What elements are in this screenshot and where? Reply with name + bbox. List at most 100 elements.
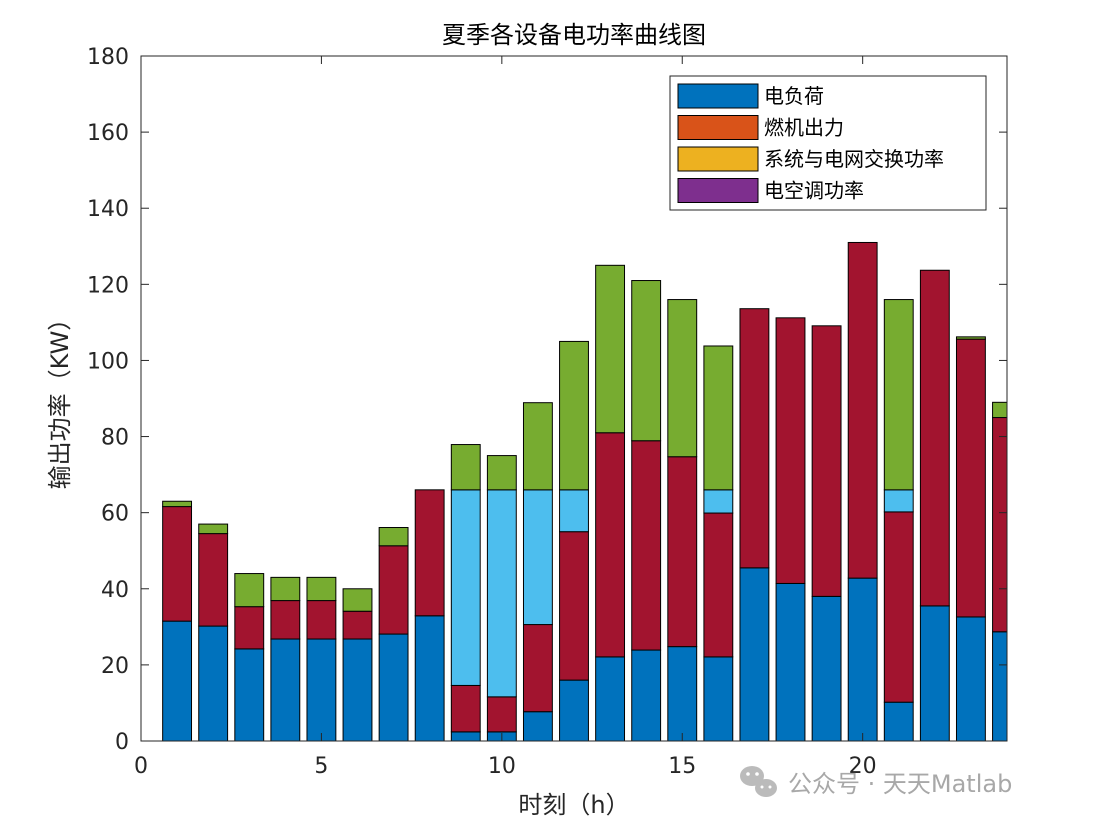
bar-segment-s2-x8 (414, 489, 445, 617)
y-tick-label: 20 (101, 654, 129, 679)
bar-segment-s2-x7 (378, 545, 409, 635)
ticks-layer: 0 20 40 60 80 100 120 140 160 180 0 5 10 15 20 (87, 45, 1007, 779)
bar-segment-s1-x3 (234, 648, 265, 742)
bar-segment-s2-x19 (811, 325, 842, 597)
bar-segment-s1-x20 (847, 577, 878, 742)
bar-segment-s1-x4 (270, 638, 301, 742)
bar-segment-s4-x11 (522, 402, 553, 491)
bar-segment-s1-x23 (955, 616, 986, 742)
bars-layer (162, 241, 1008, 742)
chart-title: 夏季各设备电功率曲线图 (442, 21, 706, 49)
bar-segment-s3-x10 (486, 489, 517, 698)
y-tick-label: 160 (87, 121, 129, 146)
bar-segment-s1-x13 (595, 656, 626, 742)
bar-segment-s2-x24 (992, 417, 1008, 633)
axes-box (140, 55, 1008, 742)
bar-segment-s1-x12 (559, 679, 589, 742)
legend-swatch (677, 115, 759, 140)
bar-segment-s2-x10 (486, 696, 517, 733)
x-tick-label: 20 (849, 754, 877, 779)
bar-segment-s1-x21 (883, 701, 914, 742)
bar-segment-s2-x9 (450, 684, 481, 733)
bar-segment-s3-x9 (450, 489, 481, 686)
bar-segment-s1-x18 (775, 582, 806, 742)
legend-swatch (677, 146, 759, 172)
x-tick-label: 0 (134, 754, 148, 779)
legend-label: 燃机出力 (764, 116, 844, 140)
y-tick-label: 100 (87, 349, 129, 374)
bar-segment-s4-x5 (306, 576, 337, 602)
bar-segment-s3-x11 (522, 489, 553, 626)
bar-segment-s4-x12 (559, 340, 589, 491)
bar-segment-s1-x1 (162, 620, 193, 742)
bar-segment-s4-x6 (342, 588, 373, 612)
bar-segment-s2-x15 (667, 456, 698, 648)
bar-segment-s4-x23 (955, 336, 986, 340)
bar-segment-s3-x12 (559, 489, 589, 533)
bar-segment-s4-x16 (703, 345, 734, 491)
legend-label: 电空调功率 (764, 179, 864, 203)
bar-segment-s1-x14 (631, 649, 662, 742)
bar-segment-s1-x8 (414, 615, 445, 742)
bar-segment-s2-x11 (522, 624, 553, 713)
watermark-text: 公众号 · 天天Matlab (788, 770, 1012, 798)
bar-segment-s4-x9 (450, 444, 481, 491)
bar-segment-s2-x13 (595, 432, 626, 658)
bar-segment-s4-x15 (667, 299, 698, 458)
bar-segment-s1-x17 (739, 567, 770, 742)
bar-segment-s4-x10 (486, 455, 517, 491)
bar-segment-s2-x20 (847, 241, 878, 579)
bar-segment-s2-x6 (342, 610, 373, 640)
bar-segment-s4-x1 (162, 500, 193, 508)
bar-segment-s2-x16 (703, 512, 734, 658)
wechat-icon (740, 766, 777, 797)
bar-segment-s1-x5 (306, 638, 337, 742)
bar-segment-s2-x2 (198, 533, 229, 627)
bar-segment-s2-x21 (883, 511, 914, 703)
bar-segment-s2-x17 (739, 308, 770, 569)
bar-segment-s1-x7 (378, 633, 409, 742)
bar-segment-s2-x14 (631, 440, 662, 651)
bar-segment-s4-x21 (883, 299, 914, 491)
bar-segment-s2-x23 (955, 338, 986, 618)
bar-segment-s1-x6 (342, 638, 373, 742)
bar-segment-s4-x3 (234, 573, 265, 608)
legend-label: 电负荷 (764, 84, 824, 108)
bar-segment-s1-x9 (450, 731, 481, 742)
watermark: 公众号 · 天天Matlab (740, 766, 1012, 798)
bar-segment-s2-x22 (919, 269, 950, 607)
x-tick-label: 10 (488, 754, 516, 779)
bar-segment-s2-x18 (775, 317, 806, 584)
bar-segment-s1-x22 (919, 605, 950, 742)
y-tick-label: 80 (101, 426, 129, 451)
y-tick-label: 40 (101, 578, 129, 603)
bar-segment-s1-x16 (703, 656, 734, 742)
bar-segment-s1-x15 (667, 646, 698, 742)
bar-segment-s4-x13 (595, 264, 626, 434)
bar-segment-s3-x16 (703, 489, 734, 514)
bar-segment-s1-x2 (198, 625, 229, 742)
y-tick-label: 0 (115, 730, 129, 755)
bar-segment-s4-x4 (270, 576, 301, 602)
y-tick-label: 60 (101, 502, 129, 527)
y-tick-label: 140 (87, 197, 129, 222)
legend-swatch (677, 178, 759, 203)
bar-segment-s1-x24 (992, 631, 1008, 742)
bar-segment-s4-x24 (992, 401, 1008, 419)
bar-segment-s4-x7 (378, 527, 409, 547)
bar-segment-s2-x1 (162, 506, 193, 622)
bar-segment-s1-x11 (522, 711, 553, 742)
y-axis-title: 输出功率（KW） (46, 307, 74, 490)
bar-segment-s2-x3 (234, 606, 265, 650)
x-tick-label: 15 (668, 754, 696, 779)
bar-segment-s1-x19 (811, 595, 842, 742)
bar-segment-s3-x21 (883, 489, 914, 513)
legend-label: 系统与电网交换功率 (764, 147, 944, 171)
bar-segment-s2-x4 (270, 600, 301, 640)
bar-segment-s4-x2 (198, 523, 229, 535)
x-tick-label: 5 (314, 754, 328, 779)
legend-swatch (677, 83, 759, 109)
